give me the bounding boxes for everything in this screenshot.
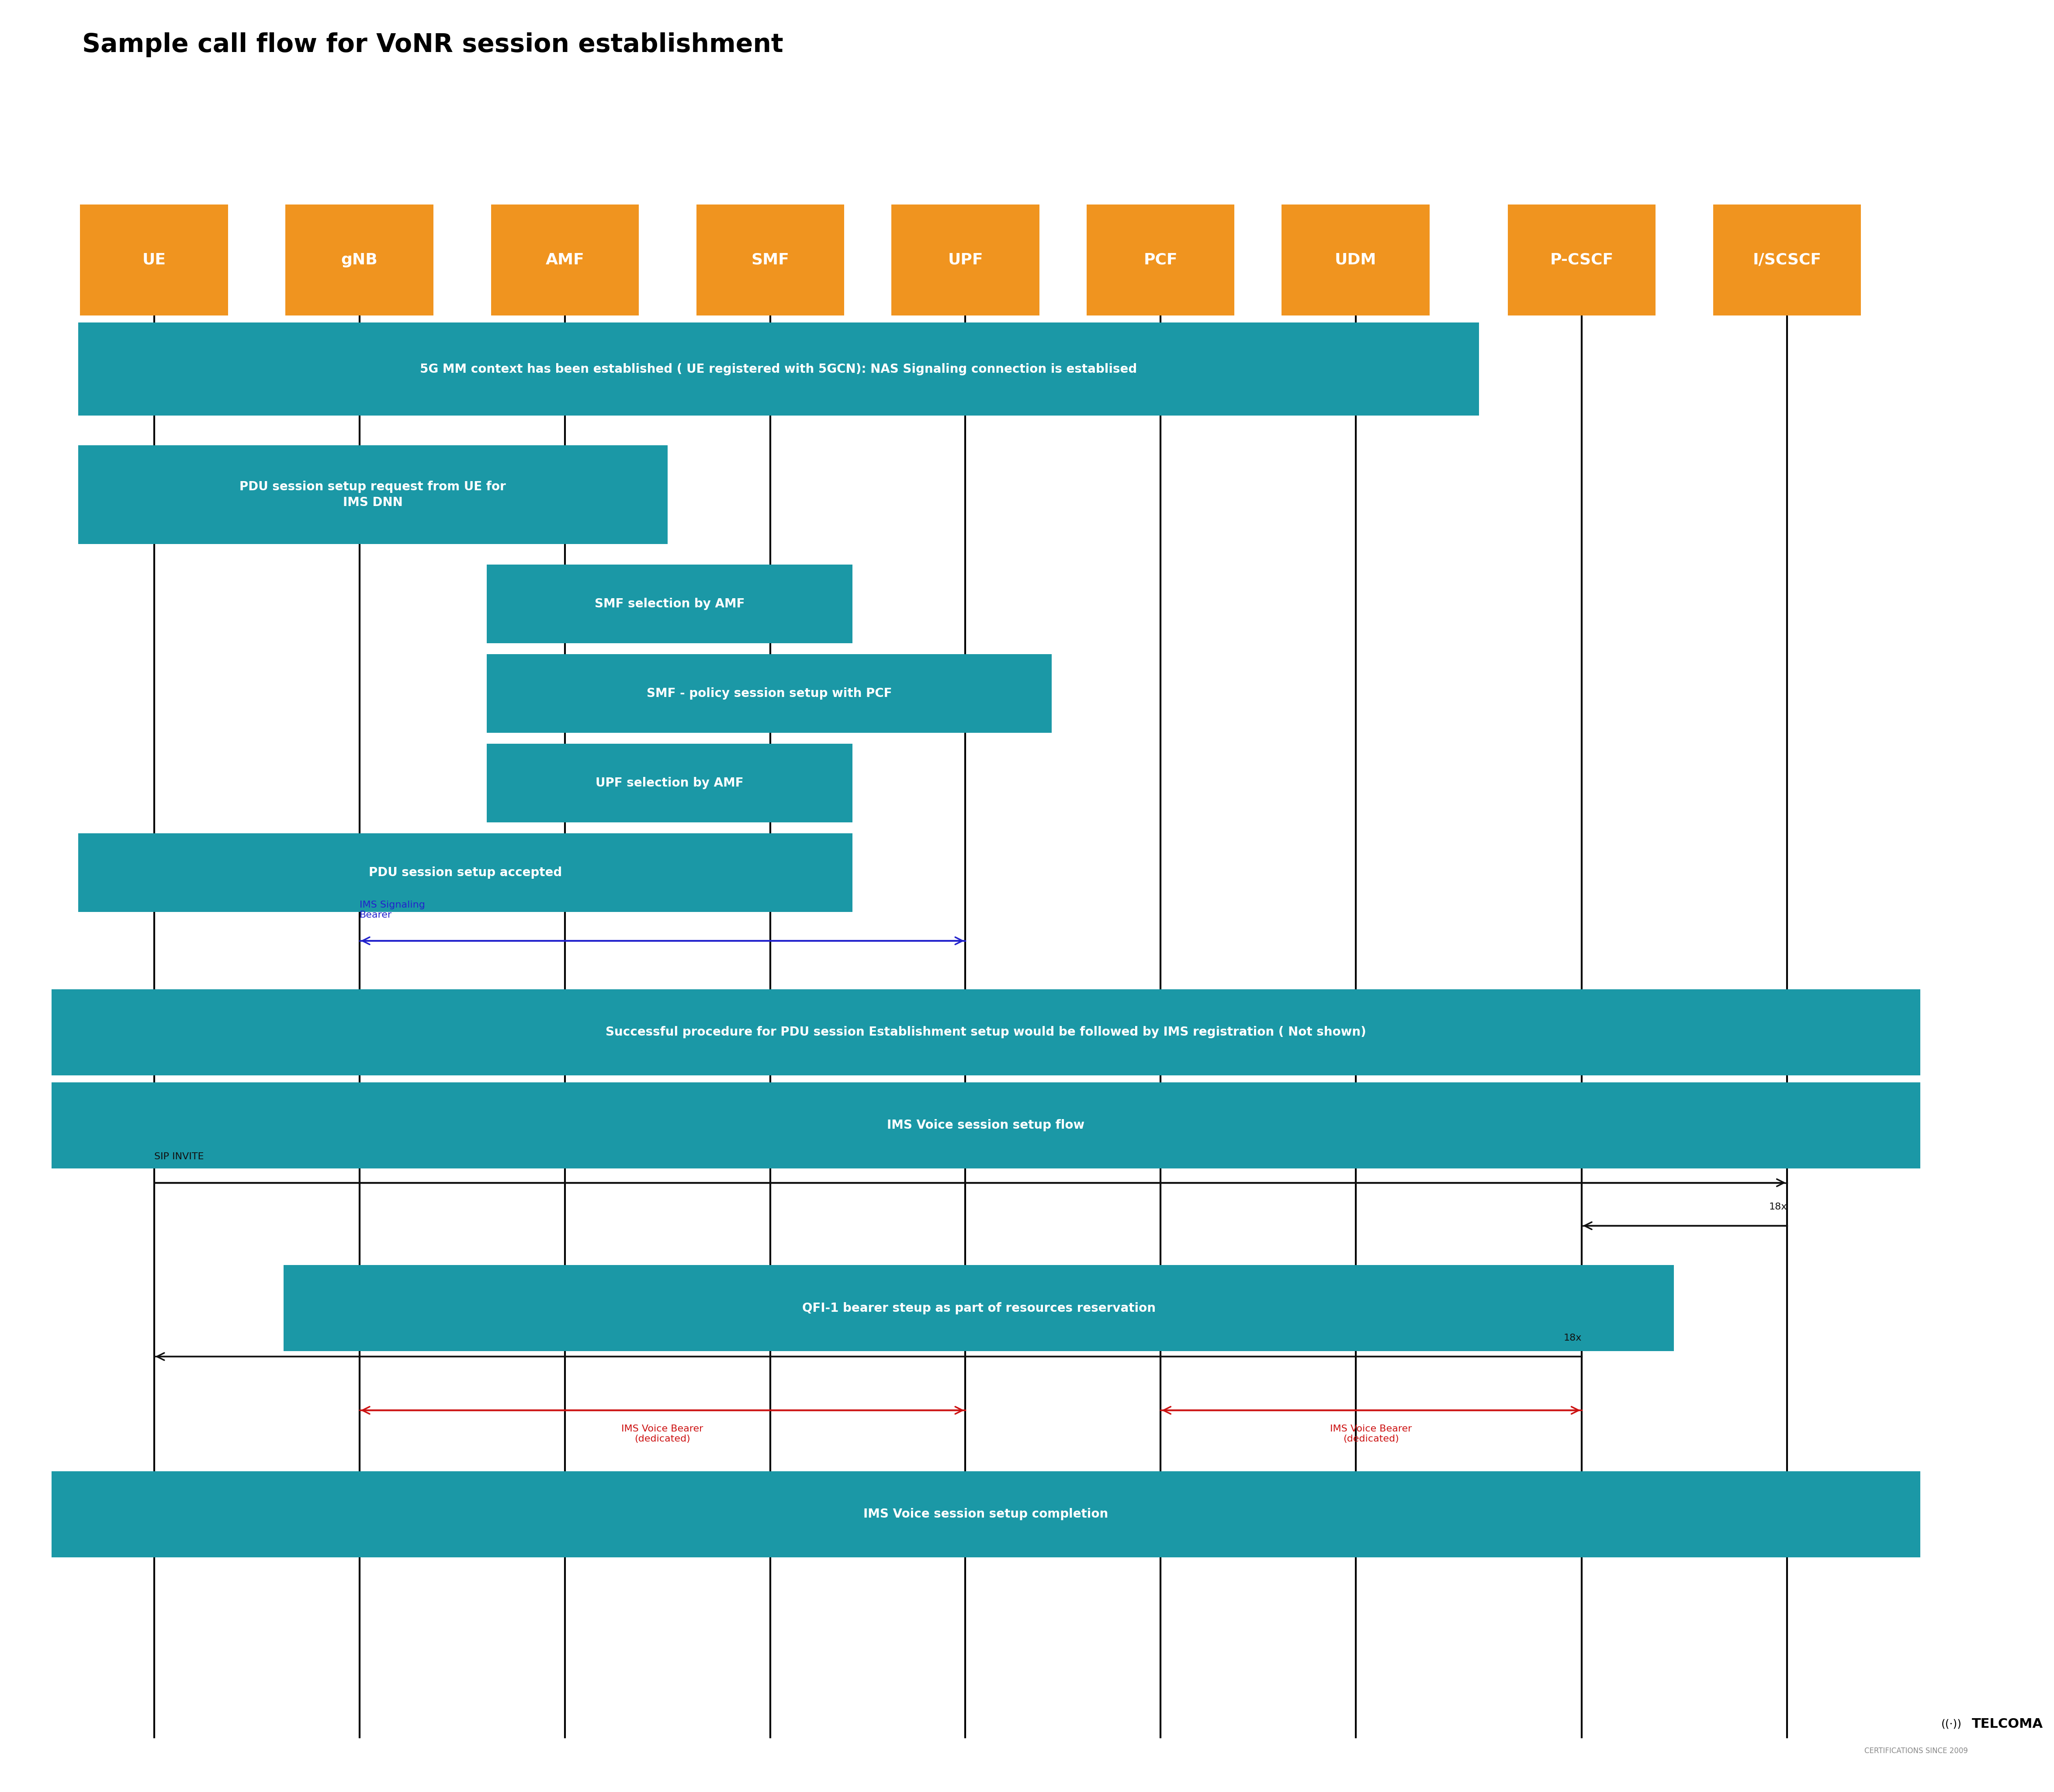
- Text: IMS Voice session setup flow: IMS Voice session setup flow: [887, 1120, 1085, 1131]
- FancyBboxPatch shape: [491, 204, 639, 315]
- Text: P-CSCF: P-CSCF: [1551, 253, 1612, 267]
- FancyBboxPatch shape: [891, 204, 1039, 315]
- FancyBboxPatch shape: [283, 1265, 1674, 1351]
- Text: UDM: UDM: [1335, 253, 1376, 267]
- Text: 5G MM context has been established ( UE registered with 5GCN): NAS Signaling con: 5G MM context has been established ( UE …: [419, 364, 1138, 375]
- FancyBboxPatch shape: [80, 204, 228, 315]
- Text: gNB: gNB: [341, 253, 378, 267]
- Text: IMS Signaling
Bearer: IMS Signaling Bearer: [359, 900, 425, 919]
- Text: SIP INVITE: SIP INVITE: [154, 1152, 203, 1161]
- FancyBboxPatch shape: [1087, 204, 1234, 315]
- Text: SMF: SMF: [752, 253, 789, 267]
- Text: UPF selection by AMF: UPF selection by AMF: [596, 778, 744, 788]
- Text: SMF - policy session setup with PCF: SMF - policy session setup with PCF: [647, 688, 891, 699]
- Text: CERTIFICATIONS SINCE 2009: CERTIFICATIONS SINCE 2009: [1865, 1747, 1968, 1754]
- FancyBboxPatch shape: [78, 833, 852, 912]
- FancyBboxPatch shape: [487, 654, 1052, 733]
- Text: PDU session setup accepted: PDU session setup accepted: [368, 867, 563, 878]
- FancyBboxPatch shape: [1508, 204, 1656, 315]
- FancyBboxPatch shape: [1282, 204, 1430, 315]
- FancyBboxPatch shape: [1713, 204, 1861, 315]
- Text: IMS Voice session setup completion: IMS Voice session setup completion: [863, 1509, 1109, 1520]
- Text: 18x: 18x: [1768, 1202, 1787, 1211]
- Text: TELCOMA: TELCOMA: [1972, 1717, 2044, 1731]
- FancyBboxPatch shape: [487, 564, 852, 643]
- Text: IMS Voice Bearer
(dedicated): IMS Voice Bearer (dedicated): [1331, 1425, 1411, 1444]
- FancyBboxPatch shape: [78, 444, 668, 545]
- Text: AMF: AMF: [546, 253, 583, 267]
- Text: UPF: UPF: [947, 253, 984, 267]
- Text: 18x: 18x: [1563, 1333, 1582, 1342]
- FancyBboxPatch shape: [696, 204, 844, 315]
- FancyBboxPatch shape: [51, 989, 1920, 1075]
- FancyBboxPatch shape: [78, 323, 1479, 416]
- FancyBboxPatch shape: [487, 744, 852, 823]
- Text: Successful procedure for PDU session Establishment setup would be followed by IM: Successful procedure for PDU session Est…: [606, 1027, 1366, 1038]
- Text: QFI-1 bearer steup as part of resources reservation: QFI-1 bearer steup as part of resources …: [801, 1303, 1156, 1314]
- FancyBboxPatch shape: [51, 1471, 1920, 1557]
- Text: ((·)): ((·)): [1941, 1719, 1962, 1729]
- FancyBboxPatch shape: [286, 204, 433, 315]
- Text: IMS Voice Bearer
(dedicated): IMS Voice Bearer (dedicated): [622, 1425, 702, 1444]
- Text: PCF: PCF: [1144, 253, 1177, 267]
- Text: I/SCSCF: I/SCSCF: [1752, 253, 1822, 267]
- Text: PDU session setup request from UE for
IMS DNN: PDU session setup request from UE for IM…: [240, 480, 505, 509]
- Text: Sample call flow for VoNR session establishment: Sample call flow for VoNR session establ…: [82, 32, 783, 57]
- Text: SMF selection by AMF: SMF selection by AMF: [594, 599, 746, 609]
- FancyBboxPatch shape: [51, 1082, 1920, 1168]
- Text: UE: UE: [142, 253, 166, 267]
